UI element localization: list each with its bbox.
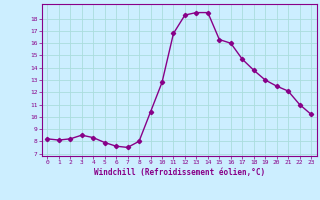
X-axis label: Windchill (Refroidissement éolien,°C): Windchill (Refroidissement éolien,°C) [94, 168, 265, 177]
